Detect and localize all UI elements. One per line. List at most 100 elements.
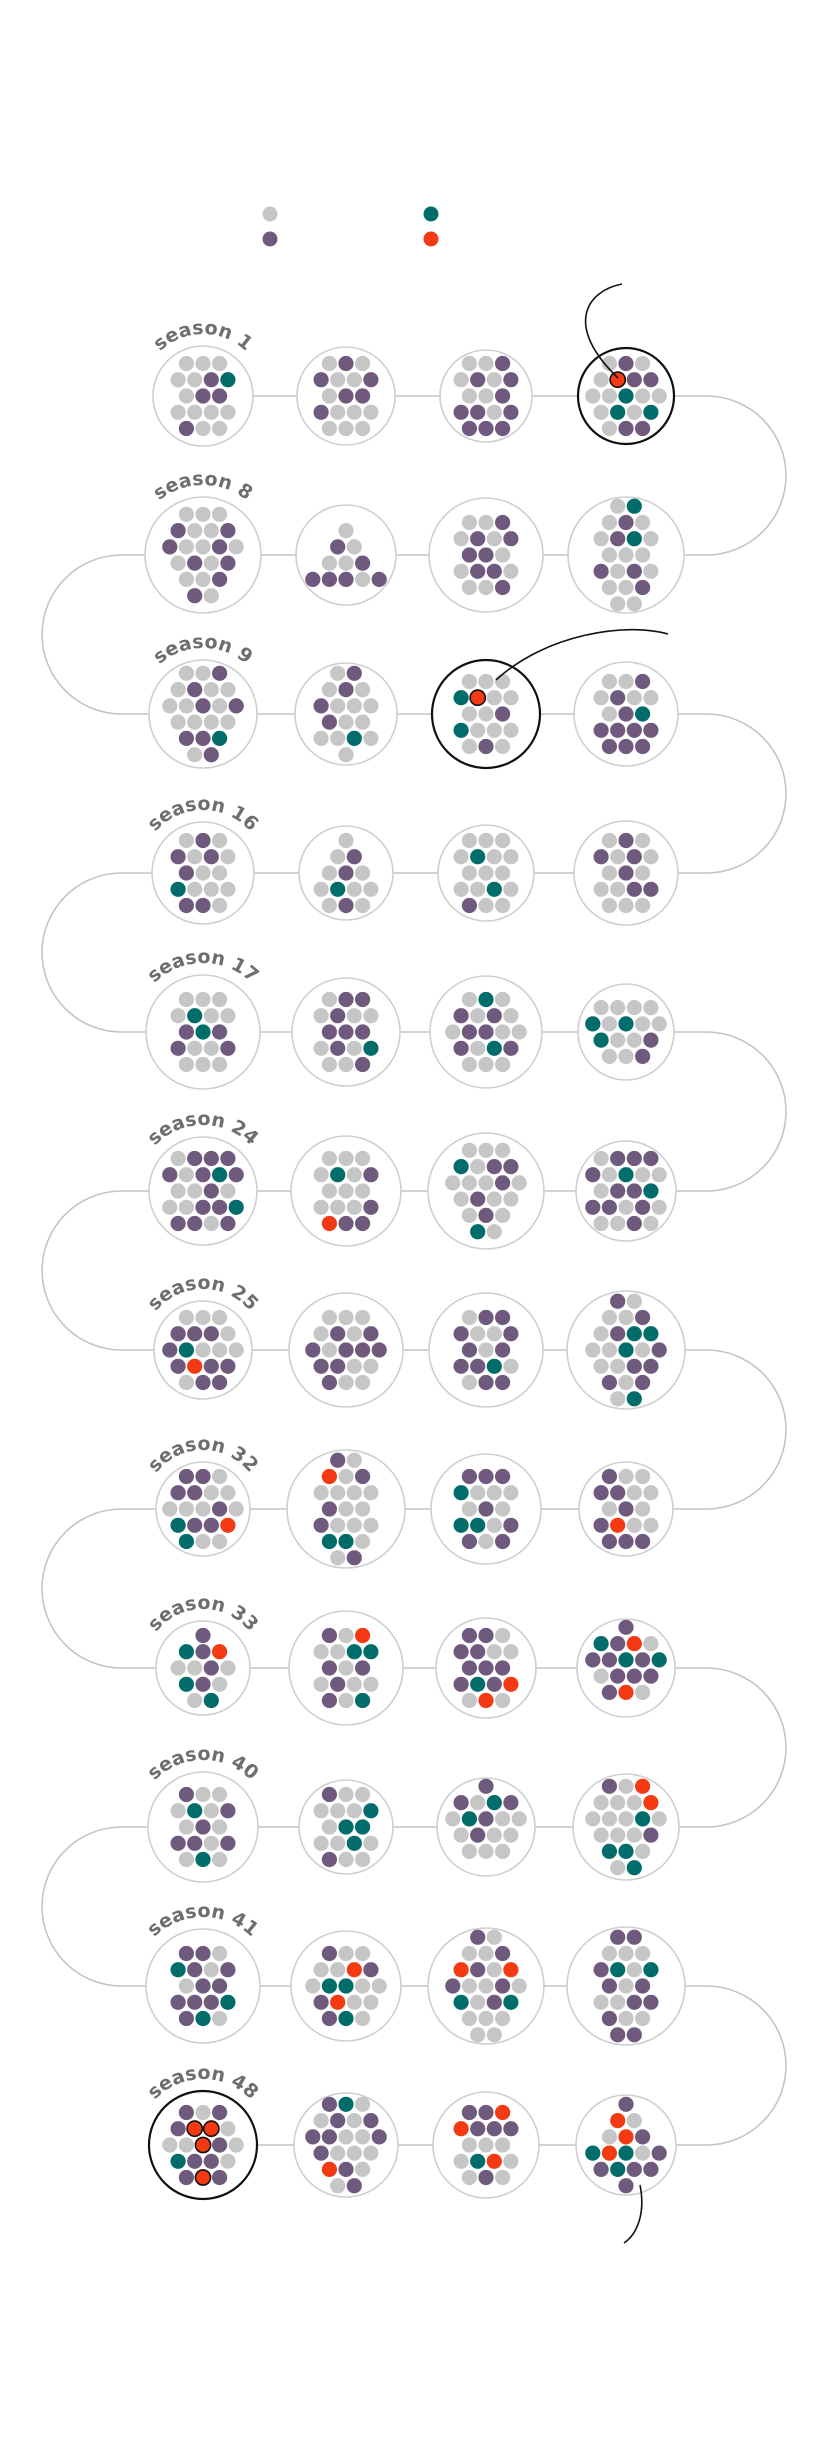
- dot-gray: [346, 1167, 362, 1183]
- dot-gray: [486, 2027, 502, 2043]
- dot-gray: [585, 1342, 601, 1358]
- dot-gray: [626, 1000, 642, 1016]
- dot-purple: [635, 1978, 651, 1994]
- dot-gray: [170, 555, 186, 571]
- dot-gray: [461, 706, 477, 722]
- dot-gray: [355, 1150, 371, 1167]
- legend-dot-purple: [262, 231, 278, 247]
- dot-gray: [313, 1199, 329, 1215]
- dot-gray: [338, 1468, 354, 1485]
- dot-gray: [346, 1358, 362, 1374]
- dot-gray: [178, 1851, 194, 1868]
- dot-gray: [478, 2010, 494, 2027]
- season-circle: [566, 1926, 686, 2046]
- dot-purple: [651, 2145, 667, 2161]
- dot-gray: [212, 1819, 228, 1835]
- dot-gray: [453, 881, 469, 897]
- dot-teal: [453, 1994, 469, 2010]
- dot-gray: [610, 1032, 626, 1048]
- dot-purple: [363, 2113, 379, 2129]
- dot-purple: [610, 2027, 626, 2043]
- dot-purple: [170, 1485, 186, 1501]
- dot-teal: [453, 1485, 469, 1501]
- dot-gray: [363, 2145, 379, 2161]
- dot-purple: [330, 1452, 346, 1468]
- dot-purple: [321, 1627, 337, 1644]
- dot-gray: [212, 2010, 228, 2027]
- dot-purple: [626, 2027, 642, 2043]
- dot-gray: [330, 849, 346, 865]
- dot-purple: [626, 1358, 642, 1374]
- dot-purple: [313, 698, 329, 714]
- dot-purple: [170, 849, 186, 865]
- dot-gray: [228, 2137, 244, 2153]
- dot-gray: [461, 1056, 477, 1073]
- dot-purple: [363, 1326, 379, 1342]
- dot-purple: [355, 1024, 371, 1040]
- dot-gray: [478, 673, 494, 690]
- dot-purple: [470, 1191, 486, 1207]
- dot-purple: [635, 2129, 651, 2145]
- dot-purple: [195, 1676, 211, 1692]
- dot-gray: [346, 1008, 362, 1024]
- dot-purple: [195, 1978, 211, 1994]
- dot-gray: [338, 420, 354, 437]
- dot-gray: [203, 588, 219, 604]
- dot-purple: [187, 2153, 203, 2169]
- dot-purple: [495, 1978, 511, 1994]
- dot-gray: [195, 1056, 211, 1073]
- dot-gray: [618, 1945, 634, 1962]
- dot-teal: [486, 1795, 502, 1811]
- dot-gray: [593, 1795, 609, 1811]
- dot-red: [601, 2145, 618, 2161]
- dot-gray: [635, 1167, 651, 1183]
- season-circle: [290, 1930, 402, 2042]
- dot-purple: [478, 1468, 494, 1485]
- dot-teal: [220, 372, 236, 388]
- dot-purple: [338, 682, 354, 698]
- dot-purple: [220, 1835, 236, 1851]
- dot-purple: [610, 1150, 626, 1167]
- dot-purple: [220, 1040, 236, 1056]
- dot-red: [220, 1517, 236, 1533]
- dot-gray: [203, 881, 219, 897]
- dot-gray: [203, 555, 219, 571]
- dot-gray: [178, 355, 194, 372]
- dot-gray: [212, 1676, 228, 1692]
- dot-purple: [461, 1627, 477, 1644]
- dot-gray: [371, 1978, 387, 1994]
- dot-purple: [618, 355, 634, 372]
- dot-purple: [203, 1517, 219, 1533]
- dot-teal: [321, 1978, 337, 1994]
- dot-purple: [618, 2096, 634, 2112]
- dot-purple: [321, 1786, 337, 1803]
- dot-gray: [203, 1835, 219, 1851]
- dot-purple: [363, 372, 379, 388]
- dot-gray: [478, 1945, 494, 1962]
- season-circle: [578, 1461, 674, 1557]
- dot-gray: [313, 2113, 329, 2129]
- dot-gray: [643, 1517, 659, 1533]
- dot-gray: [445, 1024, 461, 1040]
- dot-gray: [601, 1945, 618, 1962]
- season-circle: [148, 659, 258, 769]
- dot-teal: [212, 730, 228, 747]
- dot-purple: [330, 1676, 346, 1692]
- dot-gray: [346, 1676, 362, 1692]
- dot-gray: [643, 849, 659, 865]
- dot-purple: [593, 849, 609, 865]
- dot-gray: [195, 991, 211, 1008]
- season-circle: [573, 820, 679, 926]
- dot-gray: [635, 514, 651, 531]
- dot-gray: [355, 1978, 371, 1994]
- dot-purple: [338, 865, 354, 881]
- season-circle: [151, 821, 255, 925]
- dot-gray: [593, 1150, 609, 1167]
- season-circle: [147, 2089, 259, 2201]
- dot-purple: [486, 2121, 502, 2137]
- dot-gray: [626, 404, 642, 420]
- dot-gray: [593, 690, 609, 706]
- dot-purple: [610, 1636, 626, 1652]
- dot-gray: [178, 1309, 194, 1326]
